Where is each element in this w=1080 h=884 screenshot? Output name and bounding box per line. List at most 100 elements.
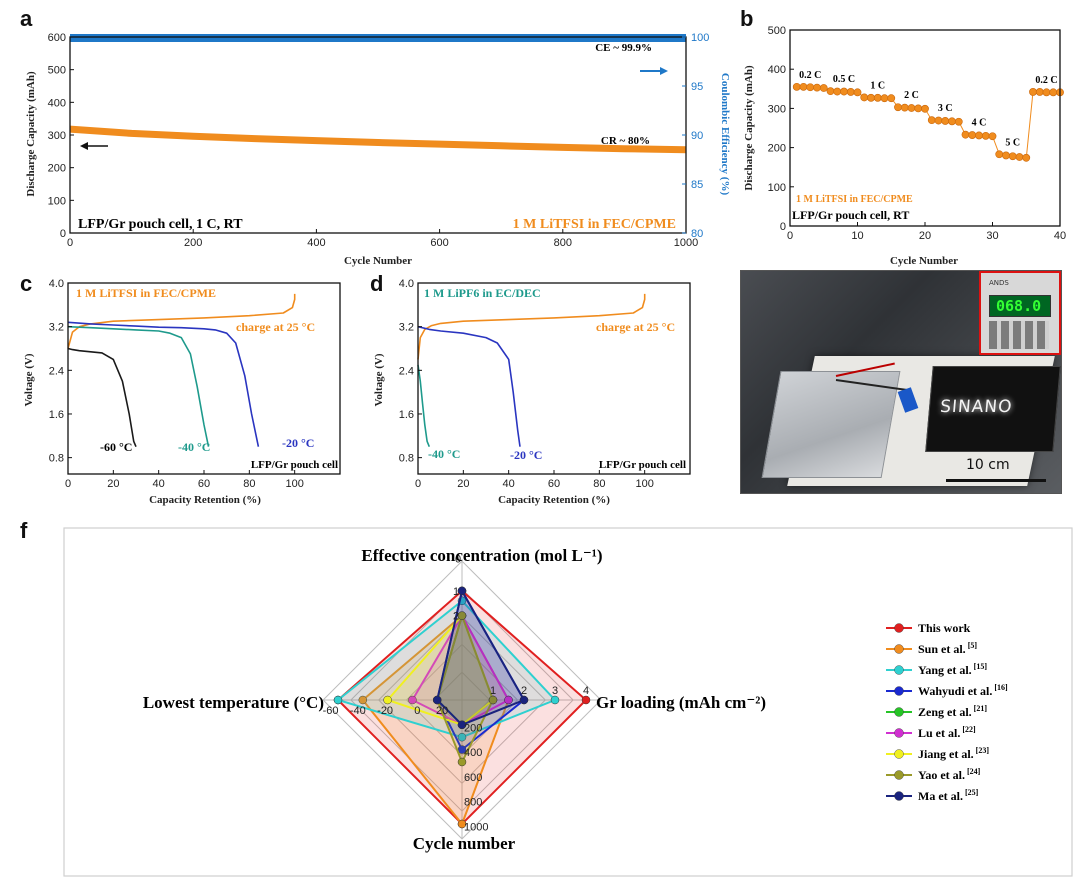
panel-d-minus40-label: -40 °C <box>428 447 460 461</box>
panel-e-multimeter-display: 068.0 <box>989 295 1051 317</box>
panel-b-data-point <box>1008 152 1017 161</box>
panel-f-tick-label: 1000 <box>464 821 488 833</box>
panel-f-series-marker <box>488 695 498 705</box>
panel-b-y-tick-label: 200 <box>768 143 786 155</box>
panel-a-x-tick-label: 200 <box>184 237 202 249</box>
panel-f-legend-ref: [25] <box>963 788 979 797</box>
panel-f-legend-marker <box>894 749 904 759</box>
panel-f-legend-marker <box>894 665 904 675</box>
panel-b-data-point <box>806 83 815 92</box>
panel-f-legend-label: Lu et al. [22] <box>918 725 976 740</box>
panel-c-curve-2 <box>67 325 210 447</box>
panel-f-legend-ref: [16] <box>992 683 1008 692</box>
panel-d-y-tick-label: 0.8 <box>399 453 414 465</box>
panel-c-x-tick-label: 100 <box>285 478 303 490</box>
panel-b-data-point <box>921 104 929 113</box>
panel-e-led-sign: SINANO <box>925 366 1061 452</box>
panel-d-curve-2 <box>417 325 521 447</box>
panel-c-y-tick-label: 0.8 <box>49 453 64 465</box>
panel-d-x-tick-label: 0 <box>415 478 421 490</box>
panel-c-y-tick-label: 4.0 <box>49 278 64 290</box>
panel-e-multimeter-reading: 068.0 <box>996 297 1042 315</box>
panel-c-y-tick-label: 2.4 <box>49 365 64 377</box>
panel-b-data-point <box>948 117 956 126</box>
panel-f-series-marker <box>457 720 467 730</box>
panel-b-y-tick-label: 0 <box>780 221 786 233</box>
panel-f-series-marker <box>383 695 392 705</box>
panel-f-series-marker <box>457 611 467 620</box>
panel-b-letter: b <box>740 6 753 31</box>
panel-b-cell-annotation: LFP/Gr pouch cell, RT <box>792 208 909 222</box>
panel-c-minus20-label: -20 °C <box>282 436 314 450</box>
panel-f-letter: f <box>20 518 28 543</box>
panel-f-tick-label: 0 <box>414 705 420 717</box>
panel-f-tick-label: 1 <box>453 586 459 598</box>
panel-f-series-marker <box>457 586 467 596</box>
panel-a-y-tick-label: 100 <box>48 195 66 207</box>
panel-d-cell-annotation: LFP/Gr pouch cell <box>599 459 686 471</box>
panel-f-legend-marker <box>894 728 904 738</box>
panel-a-cell-annotation: LFP/Gr pouch cell, 1 C, RT <box>78 217 243 232</box>
panel-a-y-axis-title: Discharge Capacity (mAh) <box>25 71 37 197</box>
panel-b-data-point <box>840 87 848 96</box>
panel-b-data-point <box>887 94 896 103</box>
panel-f-legend-ref: [21] <box>972 704 988 713</box>
panel-f-legend-label: This work <box>918 621 971 635</box>
panel-d-x-tick-label: 40 <box>503 478 515 490</box>
panel-f-legend-ref: [5] <box>966 641 978 650</box>
panel-a-cr-annotation: CR ~ 80% <box>601 135 650 147</box>
panel-c-chart: 0 20 40 60 80 100 0.8 1.6 2.4 3.2 4.0 Capacity Ret… <box>23 278 341 506</box>
panel-b-data-point <box>995 150 1004 159</box>
panel-b-data-point <box>907 104 916 112</box>
panel-e-multimeter: ANDS 068.0 <box>979 271 1061 355</box>
panel-b-data-point <box>1042 88 1051 97</box>
panel-a-y2-axis-title: Coulombic Efficiency (%) <box>719 73 731 196</box>
panel-d-minus20-label: -20 °C <box>510 448 542 462</box>
panel-b-rate-labels: 0.2 C 0.5 C 1 C 2 C 3 C 4 C 5 C 0.2 C <box>799 70 1057 148</box>
panel-b-data-point <box>1022 153 1031 162</box>
panel-b-data-point <box>792 82 801 91</box>
panel-c-x-tick-label: 40 <box>153 478 165 490</box>
panel-f-tick-label: 20 <box>436 705 448 717</box>
panel-d-x-tick-label: 80 <box>593 478 605 490</box>
panel-f-series-marker <box>358 695 368 705</box>
panel-a-x-axis-title: Cycle Number <box>344 255 412 267</box>
panel-b-data-point <box>941 117 950 125</box>
panel-b-plot-area <box>792 82 1064 162</box>
panel-b-data-point <box>826 87 835 96</box>
panel-f-frame <box>63 527 1073 877</box>
panel-b-connector-line <box>796 86 1060 159</box>
panel-a-y-tick-label: 500 <box>48 65 66 77</box>
panel-c-axes: 0 20 40 60 80 100 0.8 1.6 2.4 3.2 4.0 <box>49 278 341 490</box>
panel-b-data-point <box>867 93 875 102</box>
panel-f-series-marker <box>457 732 467 742</box>
panel-f-legend-marker <box>894 707 904 717</box>
panel-a-electrolyte-annotation: 1 M LiTFSI in FEC/CPME <box>513 217 676 232</box>
panel-a-y2-tick-label: 95 <box>691 81 703 93</box>
panel-d-letter: d <box>370 271 383 296</box>
panel-e-multimeter-brand: ANDS <box>989 279 1009 287</box>
panel-d-y-tick-label: 4.0 <box>399 278 414 290</box>
panel-a-y2-tick-label: 85 <box>691 179 703 191</box>
panel-a-capacity-series <box>69 125 687 154</box>
panel-f-axis-label-lowest-temperature: Lowest temperature (°C) <box>143 693 324 712</box>
panel-f-legend-ref: [22] <box>960 725 976 734</box>
panel-f-tick-label: -40 <box>350 705 366 717</box>
panel-c-charge-annotation: charge at 25 °C <box>236 320 315 334</box>
panel-f-tick-label: 3 <box>552 685 558 697</box>
panel-b-rate-label: 5 C <box>1005 137 1020 148</box>
panel-f-tick-label: 400 <box>464 747 482 759</box>
panel-d-curve-1 <box>417 364 431 448</box>
panel-c-y-tick-label: 1.6 <box>49 409 64 421</box>
panel-f-legend-label: Yao et al. [24] <box>918 767 981 782</box>
panel-b-rate-label: 0.5 C <box>833 74 855 85</box>
panel-c-minus40-label: -40 °C <box>178 440 210 454</box>
panel-c-x-tick-label: 60 <box>198 478 210 490</box>
panel-f-axis-label-concentration: Effective concentration (mol L⁻¹) <box>361 546 602 565</box>
panel-c-x-axis-title: Capacity Retention (%) <box>149 494 261 506</box>
panel-b-data-point <box>1035 88 1044 96</box>
panel-b-data-point <box>927 116 936 125</box>
